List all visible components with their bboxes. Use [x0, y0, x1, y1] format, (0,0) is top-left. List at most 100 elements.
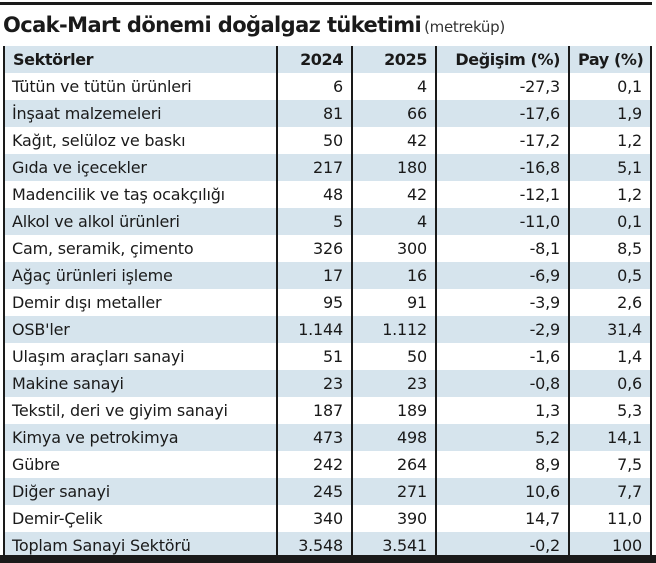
cell-change: -2,9 [435, 316, 569, 343]
cell-change: 5,2 [435, 424, 569, 451]
table-body: Tütün ve tütün ürünleri 6 4 -27,3 0,1 İnşaat … [4, 73, 651, 559]
cell-sector: Ulaşım araçları sanayi [4, 343, 277, 370]
table-row: Tekstil, deri ve giyim sanayi 187 189 1,3 5,… [4, 397, 651, 424]
cell-share: 100 [568, 532, 651, 559]
cell-2025: 3.541 [351, 532, 436, 559]
table-row: Gıda ve içecekler 217 180 -16,8 5,1 [4, 154, 651, 181]
cell-sector: Gıda ve içecekler [4, 154, 277, 181]
cell-share: 0,1 [568, 208, 651, 235]
title-main: Ocak-Mart dönemi doğalgaz tüketimi [3, 13, 422, 37]
header-change: Değişim (%) [435, 46, 569, 73]
cell-sector: Demir dışı metaller [4, 289, 277, 316]
cell-sector: Tütün ve tütün ürünleri [4, 73, 277, 100]
cell-sector: Tekstil, deri ve giyim sanayi [4, 397, 277, 424]
cell-2024: 48 [276, 181, 352, 208]
cell-2025: 42 [351, 181, 436, 208]
table-row: İnşaat malzemeleri 81 66 -17,6 1,9 [4, 100, 651, 127]
cell-sector: Diğer sanayi [4, 478, 277, 505]
cell-share: 2,6 [568, 289, 651, 316]
cell-2024: 473 [276, 424, 352, 451]
cell-change: -0,8 [435, 370, 569, 397]
cell-2025: 264 [351, 451, 436, 478]
table-row: Demir-Çelik 340 390 14,7 11,0 [4, 505, 651, 532]
cell-share: 1,4 [568, 343, 651, 370]
table-row: Demir dışı metaller 95 91 -3,9 2,6 [4, 289, 651, 316]
cell-sector: İnşaat malzemeleri [4, 100, 277, 127]
cell-change: -8,1 [435, 235, 569, 262]
cell-2024: 51 [276, 343, 352, 370]
cell-2025: 189 [351, 397, 436, 424]
top-rule [0, 2, 652, 5]
cell-sector: Toplam Sanayi Sektörü [4, 532, 277, 559]
cell-2024: 23 [276, 370, 352, 397]
cell-sector: Makine sanayi [4, 370, 277, 397]
cell-change: 14,7 [435, 505, 569, 532]
header-row: Sektörler 2024 2025 Değişim (%) Pay (%) [4, 46, 651, 73]
cell-change: 10,6 [435, 478, 569, 505]
cell-2025: 91 [351, 289, 436, 316]
cell-2025: 498 [351, 424, 436, 451]
cell-2024: 95 [276, 289, 352, 316]
cell-2025: 180 [351, 154, 436, 181]
table-row: Ulaşım araçları sanayi 51 50 -1,6 1,4 [4, 343, 651, 370]
cell-2024: 242 [276, 451, 352, 478]
cell-2024: 187 [276, 397, 352, 424]
title-unit: (metreküp) [424, 18, 505, 36]
table-row: Diğer sanayi 245 271 10,6 7,7 [4, 478, 651, 505]
header-sector: Sektörler [4, 46, 277, 73]
cell-2024: 326 [276, 235, 352, 262]
table-row: Tütün ve tütün ürünleri 6 4 -27,3 0,1 [4, 73, 651, 100]
cell-2024: 5 [276, 208, 352, 235]
cell-share: 5,1 [568, 154, 651, 181]
cell-sector: Madencilik ve taş ocakçılığı [4, 181, 277, 208]
cell-2024: 81 [276, 100, 352, 127]
cell-share: 0,5 [568, 262, 651, 289]
cell-2024: 217 [276, 154, 352, 181]
cell-share: 31,4 [568, 316, 651, 343]
cell-change: -27,3 [435, 73, 569, 100]
cell-2025: 390 [351, 505, 436, 532]
cell-2024: 50 [276, 127, 352, 154]
cell-share: 11,0 [568, 505, 651, 532]
cell-share: 7,7 [568, 478, 651, 505]
cell-2025: 4 [351, 208, 436, 235]
cell-share: 0,6 [568, 370, 651, 397]
cell-change: -16,8 [435, 154, 569, 181]
cell-change: 8,9 [435, 451, 569, 478]
cell-sector: Cam, seramik, çimento [4, 235, 277, 262]
cell-sector: Gübre [4, 451, 277, 478]
table-row: OSB'ler 1.144 1.112 -2,9 31,4 [4, 316, 651, 343]
cell-2025: 1.112 [351, 316, 436, 343]
header-share: Pay (%) [568, 46, 651, 73]
cell-share: 5,3 [568, 397, 651, 424]
table-row: Madencilik ve taş ocakçılığı 48 42 -12,1 1,2 [4, 181, 651, 208]
cell-change: -6,9 [435, 262, 569, 289]
cell-2025: 23 [351, 370, 436, 397]
cell-share: 1,2 [568, 181, 651, 208]
cell-share: 0,1 [568, 73, 651, 100]
cell-sector: Ağaç ürünleri işleme [4, 262, 277, 289]
cell-sector: Alkol ve alkol ürünleri [4, 208, 277, 235]
table-row: Gübre 242 264 8,9 7,5 [4, 451, 651, 478]
cell-2024: 1.144 [276, 316, 352, 343]
table-row: Cam, seramik, çimento 326 300 -8,1 8,5 [4, 235, 651, 262]
table-row: Kimya ve petrokimya 473 498 5,2 14,1 [4, 424, 651, 451]
table-row: Alkol ve alkol ürünleri 5 4 -11,0 0,1 [4, 208, 651, 235]
cell-change: 1,3 [435, 397, 569, 424]
cell-change: -12,1 [435, 181, 569, 208]
cell-2024: 17 [276, 262, 352, 289]
cell-sector: Kağıt, selüloz ve baskı [4, 127, 277, 154]
header-2024: 2024 [276, 46, 352, 73]
cell-2024: 6 [276, 73, 352, 100]
cell-sector: Kimya ve petrokimya [4, 424, 277, 451]
cell-change: -1,6 [435, 343, 569, 370]
cell-share: 14,1 [568, 424, 651, 451]
cell-2025: 42 [351, 127, 436, 154]
cell-2025: 66 [351, 100, 436, 127]
consumption-table: Sektörler 2024 2025 Değişim (%) Pay (%) … [3, 46, 652, 559]
cell-change: -3,9 [435, 289, 569, 316]
cell-change: -17,6 [435, 100, 569, 127]
cell-change: -0,2 [435, 532, 569, 559]
cell-2025: 300 [351, 235, 436, 262]
table-row: Kağıt, selüloz ve baskı 50 42 -17,2 1,2 [4, 127, 651, 154]
